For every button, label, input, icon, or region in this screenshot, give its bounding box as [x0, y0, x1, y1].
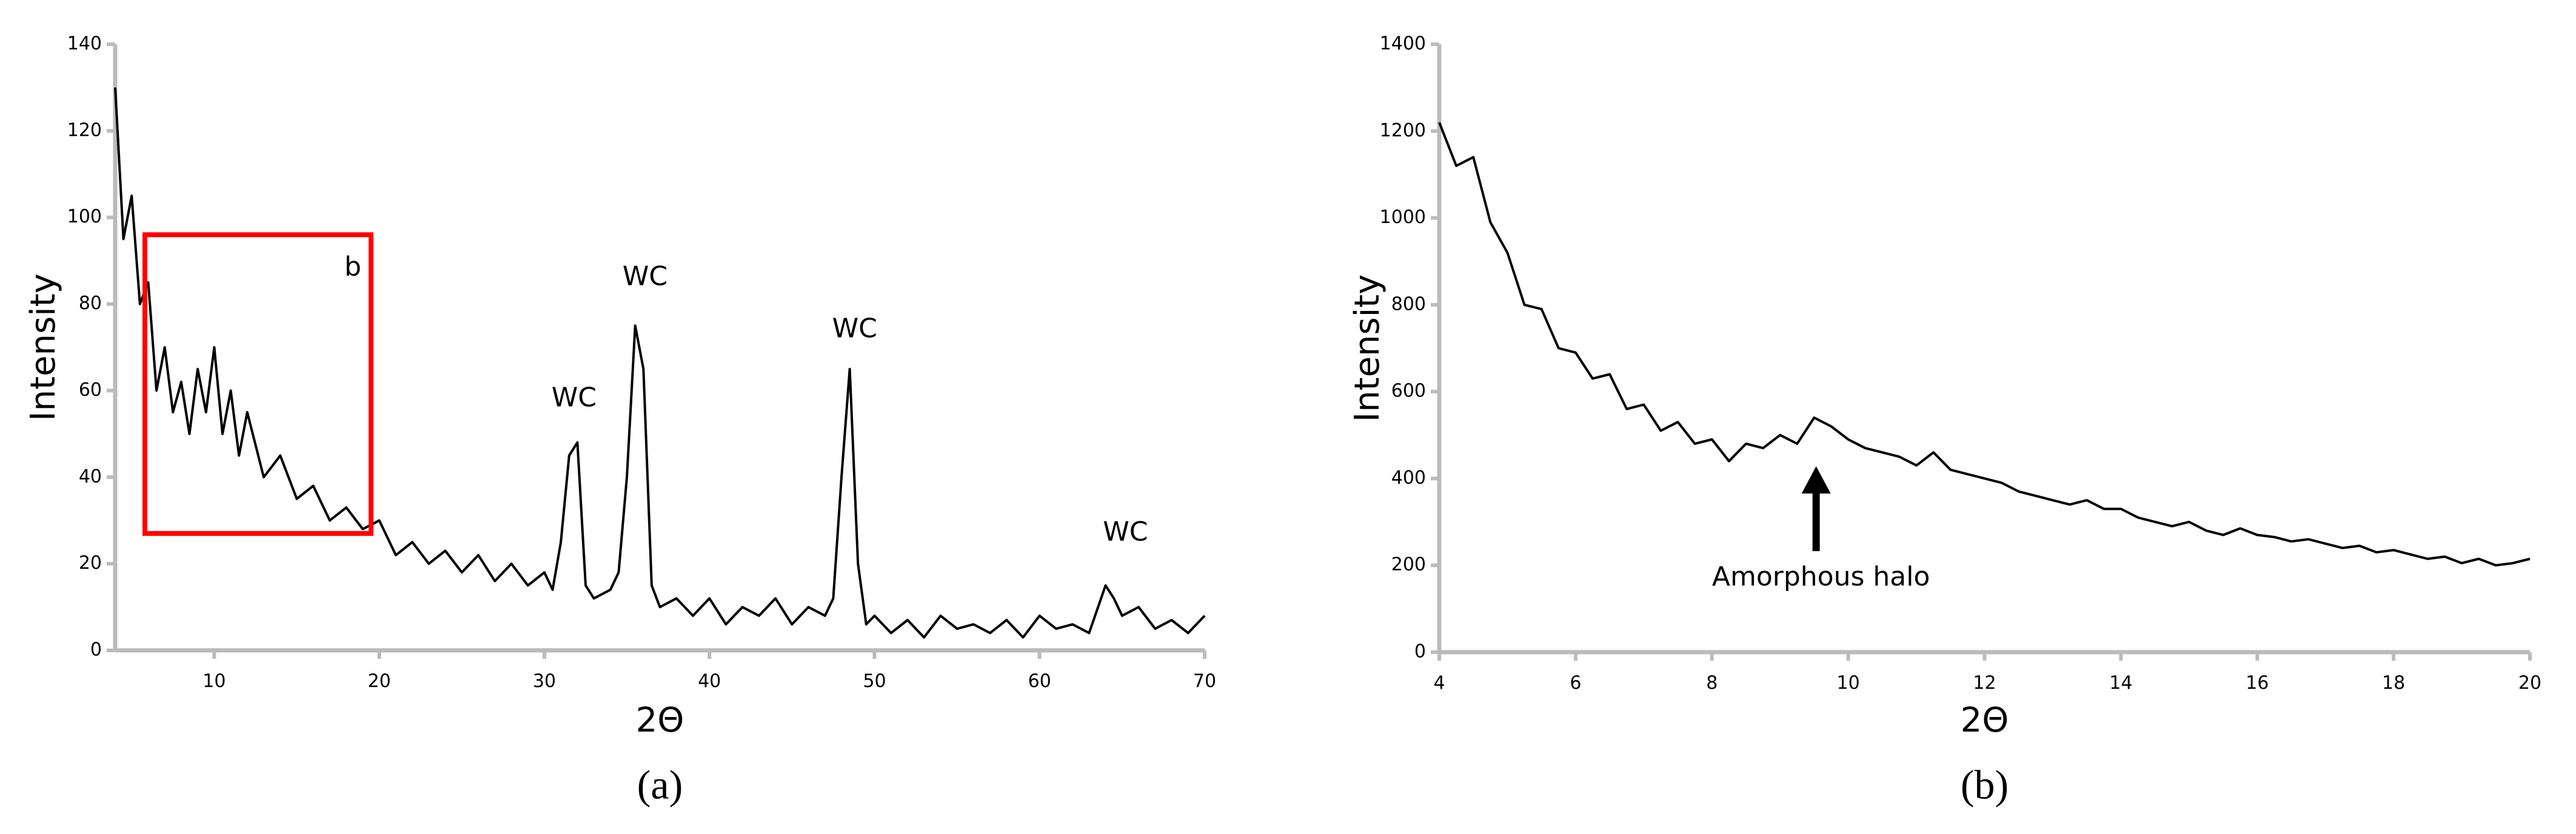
- y-tick-label: 400: [1391, 467, 1426, 489]
- y-tick-label: 20: [79, 553, 102, 574]
- y-tick-label: 0: [1414, 641, 1426, 662]
- x-tick-label: 8: [1706, 673, 1718, 694]
- y-tick-label: 40: [79, 466, 102, 487]
- y-tick-label: 200: [1391, 554, 1426, 575]
- data-line: [1438, 122, 2531, 567]
- annotation: WC: [832, 313, 877, 344]
- highlight-label: b: [344, 251, 361, 282]
- x-tick-label: 6: [1570, 673, 1581, 694]
- x-tick-label: 60: [1028, 671, 1051, 692]
- x-tick-label: 20: [368, 671, 391, 692]
- y-tick-label: 60: [79, 379, 102, 401]
- y-tick-label: 1000: [1380, 207, 1426, 228]
- y-tick-label: 800: [1391, 293, 1426, 315]
- y-tick-label: 1200: [1380, 120, 1426, 141]
- x-tick-label: 4: [1433, 673, 1445, 694]
- x-tick-label: 70: [1193, 671, 1216, 692]
- x-tick-label: 50: [863, 671, 886, 692]
- x-tick-label: 12: [1973, 673, 1996, 694]
- x-tick-label: 18: [2382, 673, 2405, 694]
- x-tick-label: 10: [202, 671, 226, 692]
- annotation: WC: [623, 261, 667, 292]
- x-tick-label: 14: [2109, 673, 2132, 694]
- panel-label: (b): [1961, 762, 2009, 808]
- x-tick-label: 40: [698, 671, 721, 692]
- annotation: WC: [552, 382, 597, 413]
- y-tick-label: 0: [90, 639, 102, 661]
- y-axis-label: Intensity: [1348, 275, 1387, 422]
- annotation: WC: [1103, 516, 1148, 547]
- annotation: Amorphous halo: [1712, 561, 1930, 592]
- y-axis-label: Intensity: [24, 273, 63, 421]
- x-tick-label: 20: [2518, 673, 2541, 694]
- y-tick-label: 80: [79, 293, 102, 314]
- x-axis-label: 2Θ: [636, 701, 684, 740]
- x-axis-label: 2Θ: [1961, 701, 2009, 740]
- highlight-box: [142, 232, 374, 536]
- x-tick-label: 10: [1837, 673, 1860, 694]
- x-tick-label: 16: [2246, 673, 2269, 694]
- y-tick-label: 100: [67, 206, 102, 227]
- panel-label: (a): [637, 762, 683, 808]
- data-line: [114, 87, 1206, 639]
- y-tick-label: 120: [67, 119, 102, 141]
- y-tick-label: 600: [1391, 381, 1426, 402]
- arrow-head: [1801, 466, 1831, 494]
- x-tick-label: 30: [533, 671, 556, 692]
- y-tick-label: 140: [67, 33, 102, 55]
- y-tick-label: 1400: [1380, 33, 1426, 55]
